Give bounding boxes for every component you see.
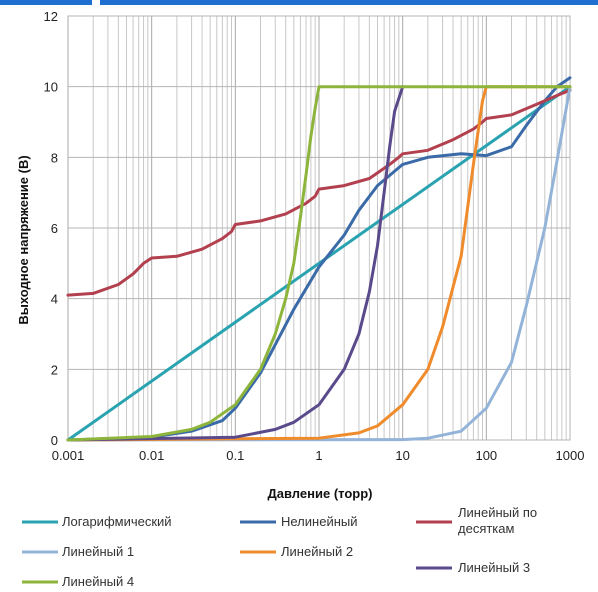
top-strip (0, 0, 598, 5)
top-strip-right (100, 0, 598, 5)
y-tick-label: 2 (51, 362, 58, 377)
y-tick-label: 12 (44, 9, 58, 24)
legend-label-decade-line2: десяткам (458, 521, 515, 536)
series-line-lin3 (66, 85, 405, 442)
legend-label-lin2: Линейный 2 (281, 544, 353, 559)
top-strip-left (0, 0, 92, 5)
chart-lines (66, 76, 572, 442)
y-tick-label: 6 (51, 221, 58, 236)
series-line-lin4 (66, 85, 572, 442)
x-tick-label: 0.1 (226, 448, 244, 463)
legend-label-log: Логарифмический (62, 514, 172, 529)
y-axis-title: Выходное напряжение (В) (16, 155, 31, 324)
legend-label-lin3: Линейный 3 (458, 560, 530, 575)
legend-label-nonlinear: Нелинейный (281, 514, 358, 529)
series-line-decade (66, 88, 572, 297)
series-line-lin1 (66, 85, 572, 442)
legend-label-lin4: Линейный 4 (62, 574, 134, 589)
grid (67, 15, 571, 441)
series-line-lin2 (66, 85, 572, 442)
legend-label-lin1: Линейный 1 (62, 544, 134, 559)
series-line-nonlinear (66, 76, 572, 442)
x-tick-label: 0.001 (52, 448, 85, 463)
legend: Логарифмический Нелинейный Линейный по д… (22, 505, 537, 589)
x-axis-title: Давление (торр) (268, 486, 373, 501)
x-tick-label: 0.01 (139, 448, 164, 463)
legend-label-decade-line1: Линейный по (458, 505, 537, 520)
x-tick-label: 100 (475, 448, 497, 463)
y-tick-label: 0 (51, 433, 58, 448)
y-tick-label: 4 (51, 292, 58, 307)
axis-ticks: 0.001 0.01 0.1 1 10 100 1000 0 2 4 6 8 10 12 (44, 9, 585, 463)
x-tick-label: 1000 (556, 448, 585, 463)
x-tick-label: 10 (395, 448, 409, 463)
y-tick-label: 10 (44, 80, 58, 95)
series-line-log (66, 85, 572, 442)
x-tick-label: 1 (315, 448, 322, 463)
y-tick-label: 8 (51, 150, 58, 165)
